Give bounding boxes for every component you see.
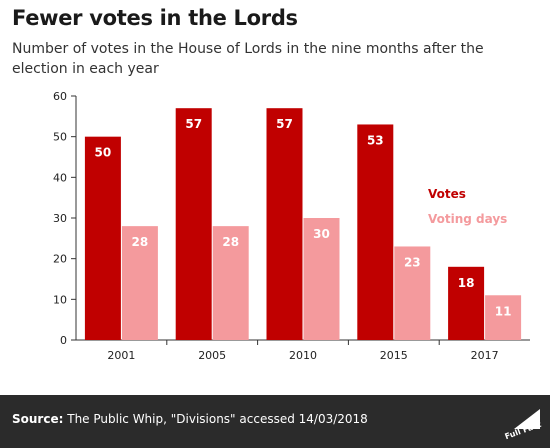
y-tick-label: 30 — [53, 212, 67, 225]
bar-votes — [448, 266, 485, 340]
x-tick-label: 2015 — [380, 349, 408, 362]
bar-votes — [175, 108, 212, 340]
bar-value-label: 23 — [404, 255, 421, 269]
bar-value-label: 28 — [222, 235, 239, 249]
y-tick-label: 60 — [53, 90, 67, 103]
bar-votes — [357, 124, 394, 340]
bar-votes — [266, 108, 303, 340]
bar-voting-days — [121, 226, 158, 340]
bar-votes — [84, 136, 121, 340]
x-tick-label: 2010 — [289, 349, 317, 362]
legend-voting-days: Voting days — [428, 212, 507, 226]
chart-bar-labels: 50 28 57 28 57 30 53 23 18 11 — [95, 117, 512, 318]
y-tick-label: 40 — [53, 171, 67, 184]
bar-value-label: 57 — [276, 117, 293, 131]
bar-value-label: 18 — [458, 276, 475, 290]
y-tick-label: 0 — [60, 334, 67, 347]
source-text: The Public Whip, "Divisions" accessed 14… — [67, 412, 368, 426]
chart-legend: Votes Voting days — [428, 187, 507, 226]
bar-voting-days — [394, 246, 431, 340]
chart-title: Fewer votes in the Lords — [12, 6, 298, 30]
bar-chart: 0 10 20 30 40 50 60 2001 2005 2010 2015 2017 50 28 57… — [53, 90, 530, 362]
bar-value-label: 57 — [185, 117, 202, 131]
source-note: Source: The Public Whip, "Divisions" acc… — [12, 412, 368, 426]
bar-voting-days — [212, 226, 249, 340]
bar-voting-days — [303, 218, 340, 340]
bar-value-label: 50 — [95, 146, 112, 160]
y-tick-label: 50 — [53, 131, 67, 144]
chart-axes: 0 10 20 30 40 50 60 2001 2005 2010 2015 2017 — [53, 90, 530, 362]
legend-votes: Votes — [428, 187, 466, 201]
bar-voting-days — [485, 295, 522, 340]
x-tick-label: 2017 — [471, 349, 499, 362]
y-tick-label: 10 — [53, 293, 67, 306]
source-label: Source: — [12, 412, 64, 426]
chart-subtitle: Number of votes in the House of Lords in… — [12, 41, 484, 77]
bar-value-label: 53 — [367, 133, 384, 147]
bar-value-label: 30 — [313, 227, 330, 241]
bar-value-label: 11 — [495, 304, 512, 318]
full-fact-logo-icon — [514, 409, 540, 429]
x-tick-label: 2001 — [107, 349, 135, 362]
y-tick-label: 20 — [53, 253, 67, 266]
footer: Source: The Public Whip, "Divisions" acc… — [0, 395, 550, 448]
x-tick-label: 2005 — [198, 349, 226, 362]
bar-value-label: 28 — [132, 235, 149, 249]
chart-bars — [84, 108, 522, 340]
